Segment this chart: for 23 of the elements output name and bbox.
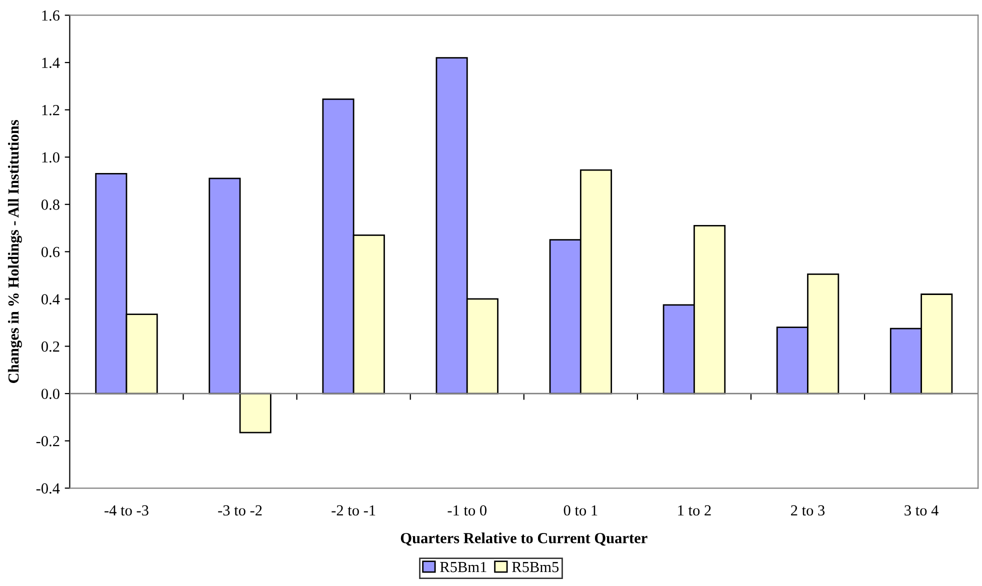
legend-label: R5Bm1 (440, 562, 486, 572)
y-tick-label: 0.8 (41, 200, 60, 210)
x-tick-label: 1 to 2 (678, 505, 711, 516)
y-tick-label: 1.0 (42, 152, 60, 163)
y-tick-label: -0.4 (36, 483, 60, 494)
x-tick-label: 2 to 3 (791, 505, 825, 516)
y-tick-label: 0.4 (41, 294, 60, 304)
y-tick-label: 0.2 (41, 341, 60, 352)
x-tick-label: 0 to 1 (564, 505, 598, 516)
x-axis-title: Quarters Relative to Current Quarter (400, 532, 648, 546)
x-tick-label: -1 to 0 (448, 505, 486, 516)
y-tick-label: 0.0 (41, 388, 60, 400)
y-tick-label: 0.6 (41, 246, 60, 258)
x-tick-label: -2 to -1 (332, 505, 376, 516)
y-tick-label: 1.4 (42, 58, 60, 68)
y-axis-title: Changes in % Holdings - All Institutions (8, 120, 22, 383)
legend-label: R5Bm5 (512, 562, 559, 572)
x-tick-label: 3 to 4 (904, 505, 938, 516)
x-tick-label: -4 to -3 (104, 505, 148, 516)
y-tick-label: -0.2 (36, 436, 60, 446)
y-tick-label: 1.2 (42, 105, 60, 116)
x-tick-label: -3 to -2 (218, 505, 262, 516)
y-tick-label: 1.6 (42, 10, 60, 21)
